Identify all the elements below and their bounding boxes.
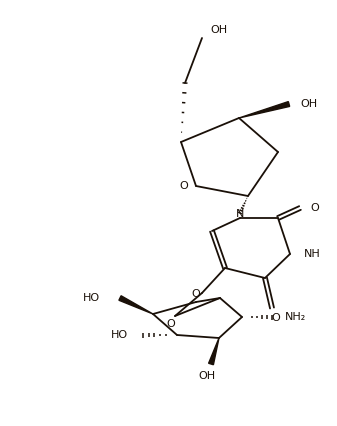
Text: OH: OH [198,371,216,381]
Text: HO: HO [111,330,128,340]
Text: O: O [310,203,319,213]
Text: O: O [192,289,201,299]
Text: O: O [166,319,175,329]
Text: O: O [179,181,188,191]
Text: OH: OH [300,99,317,109]
Polygon shape [209,338,219,365]
Text: HO: HO [83,293,100,303]
Text: NH₂: NH₂ [285,312,306,322]
Polygon shape [239,101,290,118]
Polygon shape [119,296,153,314]
Text: OH: OH [210,25,227,35]
Text: O: O [272,313,280,323]
Text: N: N [236,209,244,219]
Text: NH: NH [304,249,321,259]
